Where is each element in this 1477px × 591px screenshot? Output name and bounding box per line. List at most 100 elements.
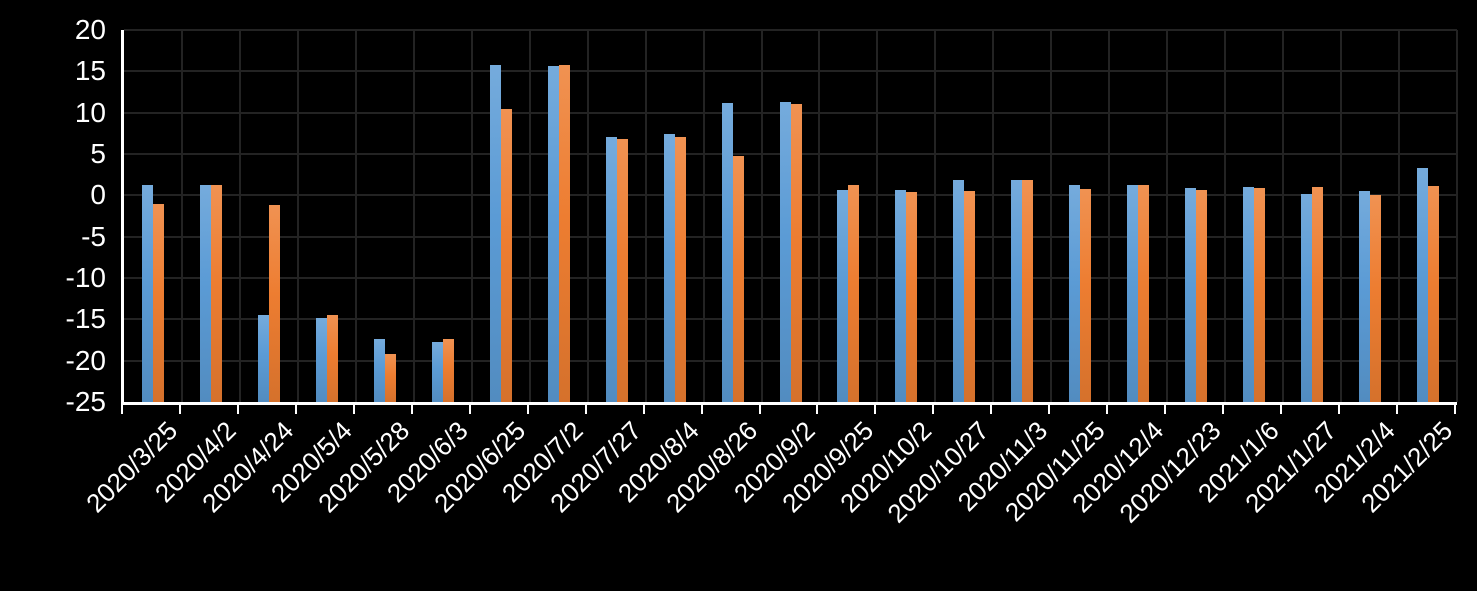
plot-area xyxy=(121,29,1458,405)
bar-orange-2020/12/4 xyxy=(1138,185,1150,402)
bar-blue-2021/1/27 xyxy=(1301,193,1313,402)
bar-blue-2020/7/2 xyxy=(547,66,559,402)
gridline-vertical xyxy=(354,30,357,402)
gridline-horizontal xyxy=(124,70,1457,73)
bar-blue-2020/4/2 xyxy=(199,185,211,402)
x-axis-tick xyxy=(236,405,239,414)
x-axis-tick xyxy=(121,405,123,414)
x-axis-tick xyxy=(932,405,935,414)
bar-orange-2020/10/27 xyxy=(964,191,976,402)
x-axis-tick xyxy=(700,405,703,414)
gridline-vertical xyxy=(992,30,995,402)
x-axis-tick xyxy=(1396,405,1399,414)
gridline-horizontal xyxy=(124,29,1457,31)
bar-orange-2020/9/25 xyxy=(848,184,860,402)
gridline-vertical xyxy=(180,30,183,402)
x-axis-tick xyxy=(816,405,819,414)
x-axis-tick xyxy=(294,405,297,414)
bar-orange-2021/1/27 xyxy=(1312,187,1324,402)
bar-orange-2020/8/4 xyxy=(674,136,686,402)
gridline-vertical xyxy=(644,30,647,402)
bar-blue-2020/3/25 xyxy=(141,185,153,402)
bar-orange-2020/5/4 xyxy=(326,315,338,402)
gridline-vertical xyxy=(412,30,415,402)
bar-orange-2020/11/25 xyxy=(1080,188,1092,402)
bar-blue-2020/11/25 xyxy=(1069,185,1081,402)
x-axis-tick xyxy=(1222,405,1225,414)
x-axis-tick xyxy=(758,405,761,414)
bar-orange-2020/4/2 xyxy=(210,185,222,402)
bar-blue-2020/12/4 xyxy=(1127,185,1139,402)
x-axis-tick xyxy=(410,405,413,414)
bar-orange-2020/5/28 xyxy=(384,354,396,402)
gridline-vertical xyxy=(934,30,937,402)
gridline-vertical xyxy=(1340,30,1343,402)
bar-blue-2020/10/2 xyxy=(895,190,907,402)
bar-orange-2020/4/24 xyxy=(268,205,280,402)
bar-blue-2020/9/25 xyxy=(837,190,849,402)
gridline-vertical xyxy=(760,30,763,402)
bar-orange-2020/9/2 xyxy=(790,103,802,402)
gridline-vertical xyxy=(1224,30,1227,402)
bar-blue-2020/6/25 xyxy=(489,64,501,402)
gridline-vertical xyxy=(296,30,299,402)
bar-blue-2021/2/4 xyxy=(1359,191,1371,402)
y-axis-tick-label: 0 xyxy=(90,179,106,211)
bar-blue-2020/7/27 xyxy=(605,137,617,402)
x-axis-tick xyxy=(990,405,993,414)
bar-orange-2021/1/6 xyxy=(1254,187,1266,402)
bar-blue-2020/5/4 xyxy=(315,317,327,402)
bar-blue-2020/9/2 xyxy=(779,101,791,402)
gridline-vertical xyxy=(470,30,473,402)
gridline-vertical xyxy=(1282,30,1285,402)
x-axis-tick xyxy=(468,405,471,414)
gridline-vertical xyxy=(1398,30,1401,402)
x-axis-tick xyxy=(1106,405,1109,414)
bar-orange-2020/8/26 xyxy=(732,156,744,402)
gridline-vertical xyxy=(818,30,821,402)
gridline-vertical xyxy=(586,30,589,402)
bar-orange-2021/2/25 xyxy=(1428,186,1440,402)
x-axis-tick xyxy=(1338,405,1341,414)
y-axis-tick-label: 20 xyxy=(74,14,106,45)
bar-orange-2020/6/3 xyxy=(442,339,454,402)
bar-orange-2020/7/27 xyxy=(616,139,628,402)
x-axis-tick xyxy=(352,405,355,414)
bar-blue-2020/12/23 xyxy=(1185,187,1197,402)
y-axis-tick-label: -5 xyxy=(81,220,106,252)
x-axis-tick xyxy=(642,405,645,414)
gridline-vertical xyxy=(238,30,241,402)
y-axis-tick-label: 15 xyxy=(74,55,106,87)
x-axis-tick xyxy=(584,405,587,414)
x-axis-tick xyxy=(178,405,181,414)
gridline-vertical xyxy=(876,30,879,402)
gridline-vertical xyxy=(1108,30,1111,402)
y-axis-tick-label: -25 xyxy=(65,386,106,417)
bar-orange-2021/2/4 xyxy=(1370,194,1382,402)
bar-orange-2020/7/2 xyxy=(558,64,570,402)
y-axis-tick-label: 5 xyxy=(90,138,106,169)
bar-blue-2020/6/3 xyxy=(431,342,443,402)
x-axis-tick xyxy=(874,405,877,414)
bar-orange-2020/10/2 xyxy=(906,192,918,402)
y-axis-tick-label: -10 xyxy=(65,262,106,293)
gridline-vertical xyxy=(1166,30,1169,402)
bar-blue-2020/4/24 xyxy=(257,315,269,402)
x-axis-tick xyxy=(526,405,529,414)
bar-blue-2020/5/28 xyxy=(373,339,385,402)
x-axis-tick xyxy=(1280,405,1283,414)
gridline-vertical xyxy=(702,30,705,402)
x-axis-tick xyxy=(1048,405,1051,414)
bar-blue-2021/1/6 xyxy=(1243,187,1255,402)
bar-orange-2020/11/3 xyxy=(1022,180,1034,402)
y-axis-tick-label: -15 xyxy=(65,303,106,335)
bar-blue-2020/11/3 xyxy=(1011,180,1023,402)
bar-blue-2021/2/25 xyxy=(1417,168,1429,402)
bar-blue-2020/8/26 xyxy=(721,102,733,402)
x-axis-tick xyxy=(1454,405,1456,414)
bar-orange-2020/3/25 xyxy=(152,204,164,402)
y-axis-tick-label: 10 xyxy=(74,96,106,128)
bar-orange-2020/12/23 xyxy=(1196,190,1208,402)
gridline-vertical xyxy=(528,30,531,402)
